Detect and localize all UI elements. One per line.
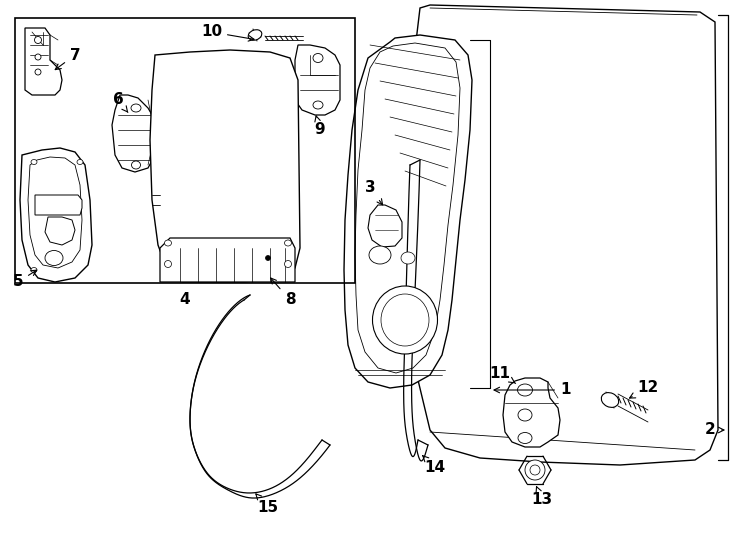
Text: 9: 9 — [315, 116, 325, 138]
Ellipse shape — [517, 384, 532, 396]
Polygon shape — [28, 157, 82, 268]
Ellipse shape — [518, 409, 532, 421]
Ellipse shape — [525, 460, 545, 480]
Text: 7: 7 — [55, 48, 80, 70]
Polygon shape — [150, 50, 300, 282]
Text: 12: 12 — [630, 381, 658, 398]
Ellipse shape — [266, 255, 271, 260]
Ellipse shape — [31, 159, 37, 165]
Ellipse shape — [31, 267, 37, 273]
Polygon shape — [503, 378, 560, 447]
Text: 10: 10 — [201, 24, 254, 41]
Polygon shape — [35, 195, 82, 215]
Ellipse shape — [34, 37, 42, 44]
Polygon shape — [344, 35, 472, 388]
Ellipse shape — [35, 69, 41, 75]
Text: 15: 15 — [256, 494, 279, 515]
Ellipse shape — [369, 246, 391, 264]
Bar — [15, 18, 355, 283]
Ellipse shape — [518, 433, 532, 443]
Text: 8: 8 — [271, 278, 295, 307]
Ellipse shape — [601, 393, 619, 407]
Text: 3: 3 — [365, 180, 382, 205]
Ellipse shape — [131, 104, 141, 112]
Ellipse shape — [372, 286, 437, 354]
Ellipse shape — [164, 260, 172, 267]
Polygon shape — [368, 205, 402, 247]
Ellipse shape — [381, 294, 429, 346]
Ellipse shape — [77, 159, 83, 165]
Ellipse shape — [313, 53, 323, 63]
Ellipse shape — [530, 465, 540, 475]
Ellipse shape — [35, 54, 41, 60]
Ellipse shape — [248, 30, 262, 40]
Ellipse shape — [285, 240, 291, 246]
Polygon shape — [112, 95, 155, 172]
Polygon shape — [45, 217, 75, 245]
Bar — [350, 280, 385, 305]
Polygon shape — [355, 43, 460, 373]
Ellipse shape — [131, 161, 140, 169]
Polygon shape — [160, 238, 295, 282]
Polygon shape — [25, 28, 62, 95]
Ellipse shape — [313, 101, 323, 109]
Polygon shape — [295, 45, 340, 115]
Text: 14: 14 — [423, 456, 446, 476]
Text: 11: 11 — [490, 366, 515, 383]
Text: 2: 2 — [705, 422, 724, 437]
Polygon shape — [415, 5, 718, 465]
Text: 4: 4 — [180, 293, 190, 307]
Polygon shape — [20, 148, 92, 282]
Ellipse shape — [164, 240, 172, 246]
Ellipse shape — [285, 260, 291, 267]
Ellipse shape — [45, 251, 63, 266]
Text: 13: 13 — [531, 487, 553, 508]
Ellipse shape — [401, 252, 415, 264]
Text: 6: 6 — [112, 92, 128, 112]
Text: 1: 1 — [494, 382, 570, 397]
Text: 5: 5 — [12, 270, 37, 289]
